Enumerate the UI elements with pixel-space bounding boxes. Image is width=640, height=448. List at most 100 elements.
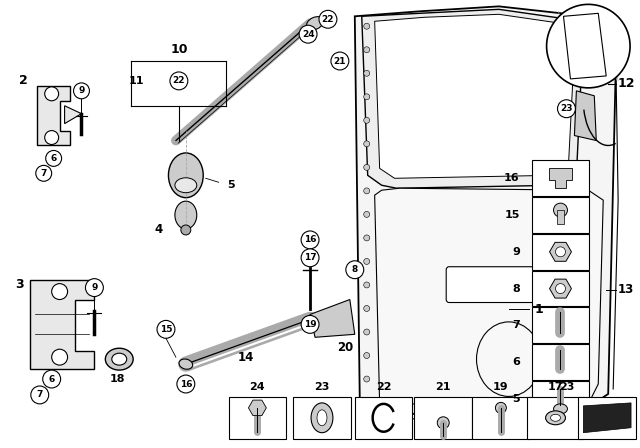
- Text: 21: 21: [435, 382, 451, 392]
- Polygon shape: [310, 300, 355, 337]
- Circle shape: [364, 23, 370, 29]
- Circle shape: [364, 306, 370, 311]
- Circle shape: [45, 87, 59, 101]
- Text: 23: 23: [559, 382, 574, 392]
- Circle shape: [43, 370, 61, 388]
- Text: 22: 22: [173, 77, 185, 86]
- FancyBboxPatch shape: [355, 397, 412, 439]
- Text: 12: 12: [618, 78, 635, 90]
- Text: 7: 7: [36, 391, 43, 400]
- Text: 3: 3: [15, 278, 24, 291]
- Text: 7: 7: [40, 169, 47, 178]
- Text: 5: 5: [227, 180, 234, 190]
- Polygon shape: [550, 242, 572, 261]
- Text: 16: 16: [504, 173, 520, 183]
- Text: 9: 9: [512, 247, 520, 257]
- Circle shape: [177, 375, 195, 393]
- Text: 16: 16: [180, 379, 192, 388]
- Ellipse shape: [554, 203, 568, 217]
- Text: 16: 16: [304, 235, 316, 245]
- Text: 24: 24: [302, 30, 314, 39]
- Text: 8: 8: [351, 265, 358, 274]
- Ellipse shape: [437, 417, 449, 429]
- Ellipse shape: [168, 153, 204, 198]
- Polygon shape: [548, 168, 572, 188]
- Text: 19: 19: [493, 382, 509, 392]
- Text: 6: 6: [49, 375, 55, 383]
- Circle shape: [364, 164, 370, 170]
- Text: 19: 19: [304, 320, 316, 329]
- Text: 13: 13: [618, 283, 634, 296]
- Text: 23: 23: [314, 382, 330, 392]
- Circle shape: [364, 47, 370, 53]
- Text: 11: 11: [129, 76, 144, 86]
- FancyBboxPatch shape: [557, 210, 564, 224]
- Circle shape: [364, 258, 370, 264]
- Text: 2: 2: [19, 74, 28, 87]
- Ellipse shape: [307, 17, 323, 30]
- Circle shape: [346, 261, 364, 279]
- Text: 8: 8: [512, 284, 520, 293]
- Circle shape: [301, 231, 319, 249]
- Text: 21: 21: [333, 56, 346, 65]
- Circle shape: [52, 284, 68, 300]
- Ellipse shape: [495, 402, 506, 414]
- Text: 9: 9: [92, 283, 97, 292]
- Polygon shape: [355, 6, 616, 414]
- Ellipse shape: [112, 353, 127, 365]
- Text: 18: 18: [109, 374, 125, 384]
- Text: 5: 5: [512, 394, 520, 404]
- Ellipse shape: [175, 201, 196, 229]
- Text: 20: 20: [337, 341, 353, 354]
- Text: 22: 22: [322, 15, 334, 24]
- Circle shape: [45, 151, 61, 166]
- Circle shape: [299, 25, 317, 43]
- FancyBboxPatch shape: [532, 271, 589, 306]
- Circle shape: [170, 72, 188, 90]
- Circle shape: [364, 376, 370, 382]
- FancyBboxPatch shape: [293, 397, 351, 439]
- Circle shape: [301, 249, 319, 267]
- Ellipse shape: [179, 359, 193, 369]
- Text: 14: 14: [237, 351, 253, 364]
- FancyBboxPatch shape: [532, 160, 589, 196]
- Circle shape: [36, 165, 52, 181]
- Polygon shape: [550, 279, 572, 298]
- Circle shape: [364, 353, 370, 358]
- Ellipse shape: [106, 348, 133, 370]
- Circle shape: [557, 100, 575, 118]
- Ellipse shape: [317, 410, 327, 426]
- Polygon shape: [575, 91, 596, 141]
- Polygon shape: [374, 14, 575, 178]
- Circle shape: [331, 52, 349, 70]
- Text: 24: 24: [250, 382, 265, 392]
- Circle shape: [364, 211, 370, 217]
- Text: 17: 17: [548, 382, 563, 392]
- FancyBboxPatch shape: [532, 344, 589, 380]
- Text: 15: 15: [504, 210, 520, 220]
- FancyBboxPatch shape: [532, 234, 589, 270]
- Circle shape: [301, 315, 319, 333]
- Circle shape: [556, 284, 566, 293]
- Circle shape: [364, 141, 370, 147]
- Circle shape: [319, 10, 337, 28]
- Polygon shape: [374, 188, 604, 404]
- FancyBboxPatch shape: [228, 397, 286, 439]
- FancyBboxPatch shape: [532, 381, 589, 417]
- Circle shape: [364, 235, 370, 241]
- Text: 1: 1: [534, 303, 543, 316]
- FancyBboxPatch shape: [532, 197, 589, 233]
- Circle shape: [45, 130, 59, 145]
- Text: 15: 15: [160, 325, 172, 334]
- Polygon shape: [36, 86, 70, 146]
- Text: 23: 23: [560, 104, 573, 113]
- Circle shape: [364, 70, 370, 76]
- Ellipse shape: [311, 403, 333, 433]
- Ellipse shape: [550, 414, 561, 421]
- Circle shape: [364, 94, 370, 100]
- Polygon shape: [65, 106, 81, 124]
- Text: 4: 4: [155, 224, 163, 237]
- Polygon shape: [30, 280, 95, 369]
- FancyBboxPatch shape: [472, 397, 530, 439]
- FancyBboxPatch shape: [446, 267, 547, 302]
